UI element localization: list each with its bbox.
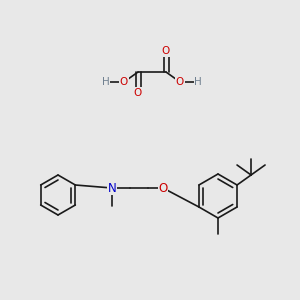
Text: H: H xyxy=(102,77,110,87)
Text: O: O xyxy=(134,88,142,98)
Text: O: O xyxy=(162,46,170,56)
Text: N: N xyxy=(108,182,116,194)
Text: H: H xyxy=(194,77,202,87)
Text: O: O xyxy=(120,77,128,87)
Text: O: O xyxy=(158,182,168,194)
Text: O: O xyxy=(176,77,184,87)
